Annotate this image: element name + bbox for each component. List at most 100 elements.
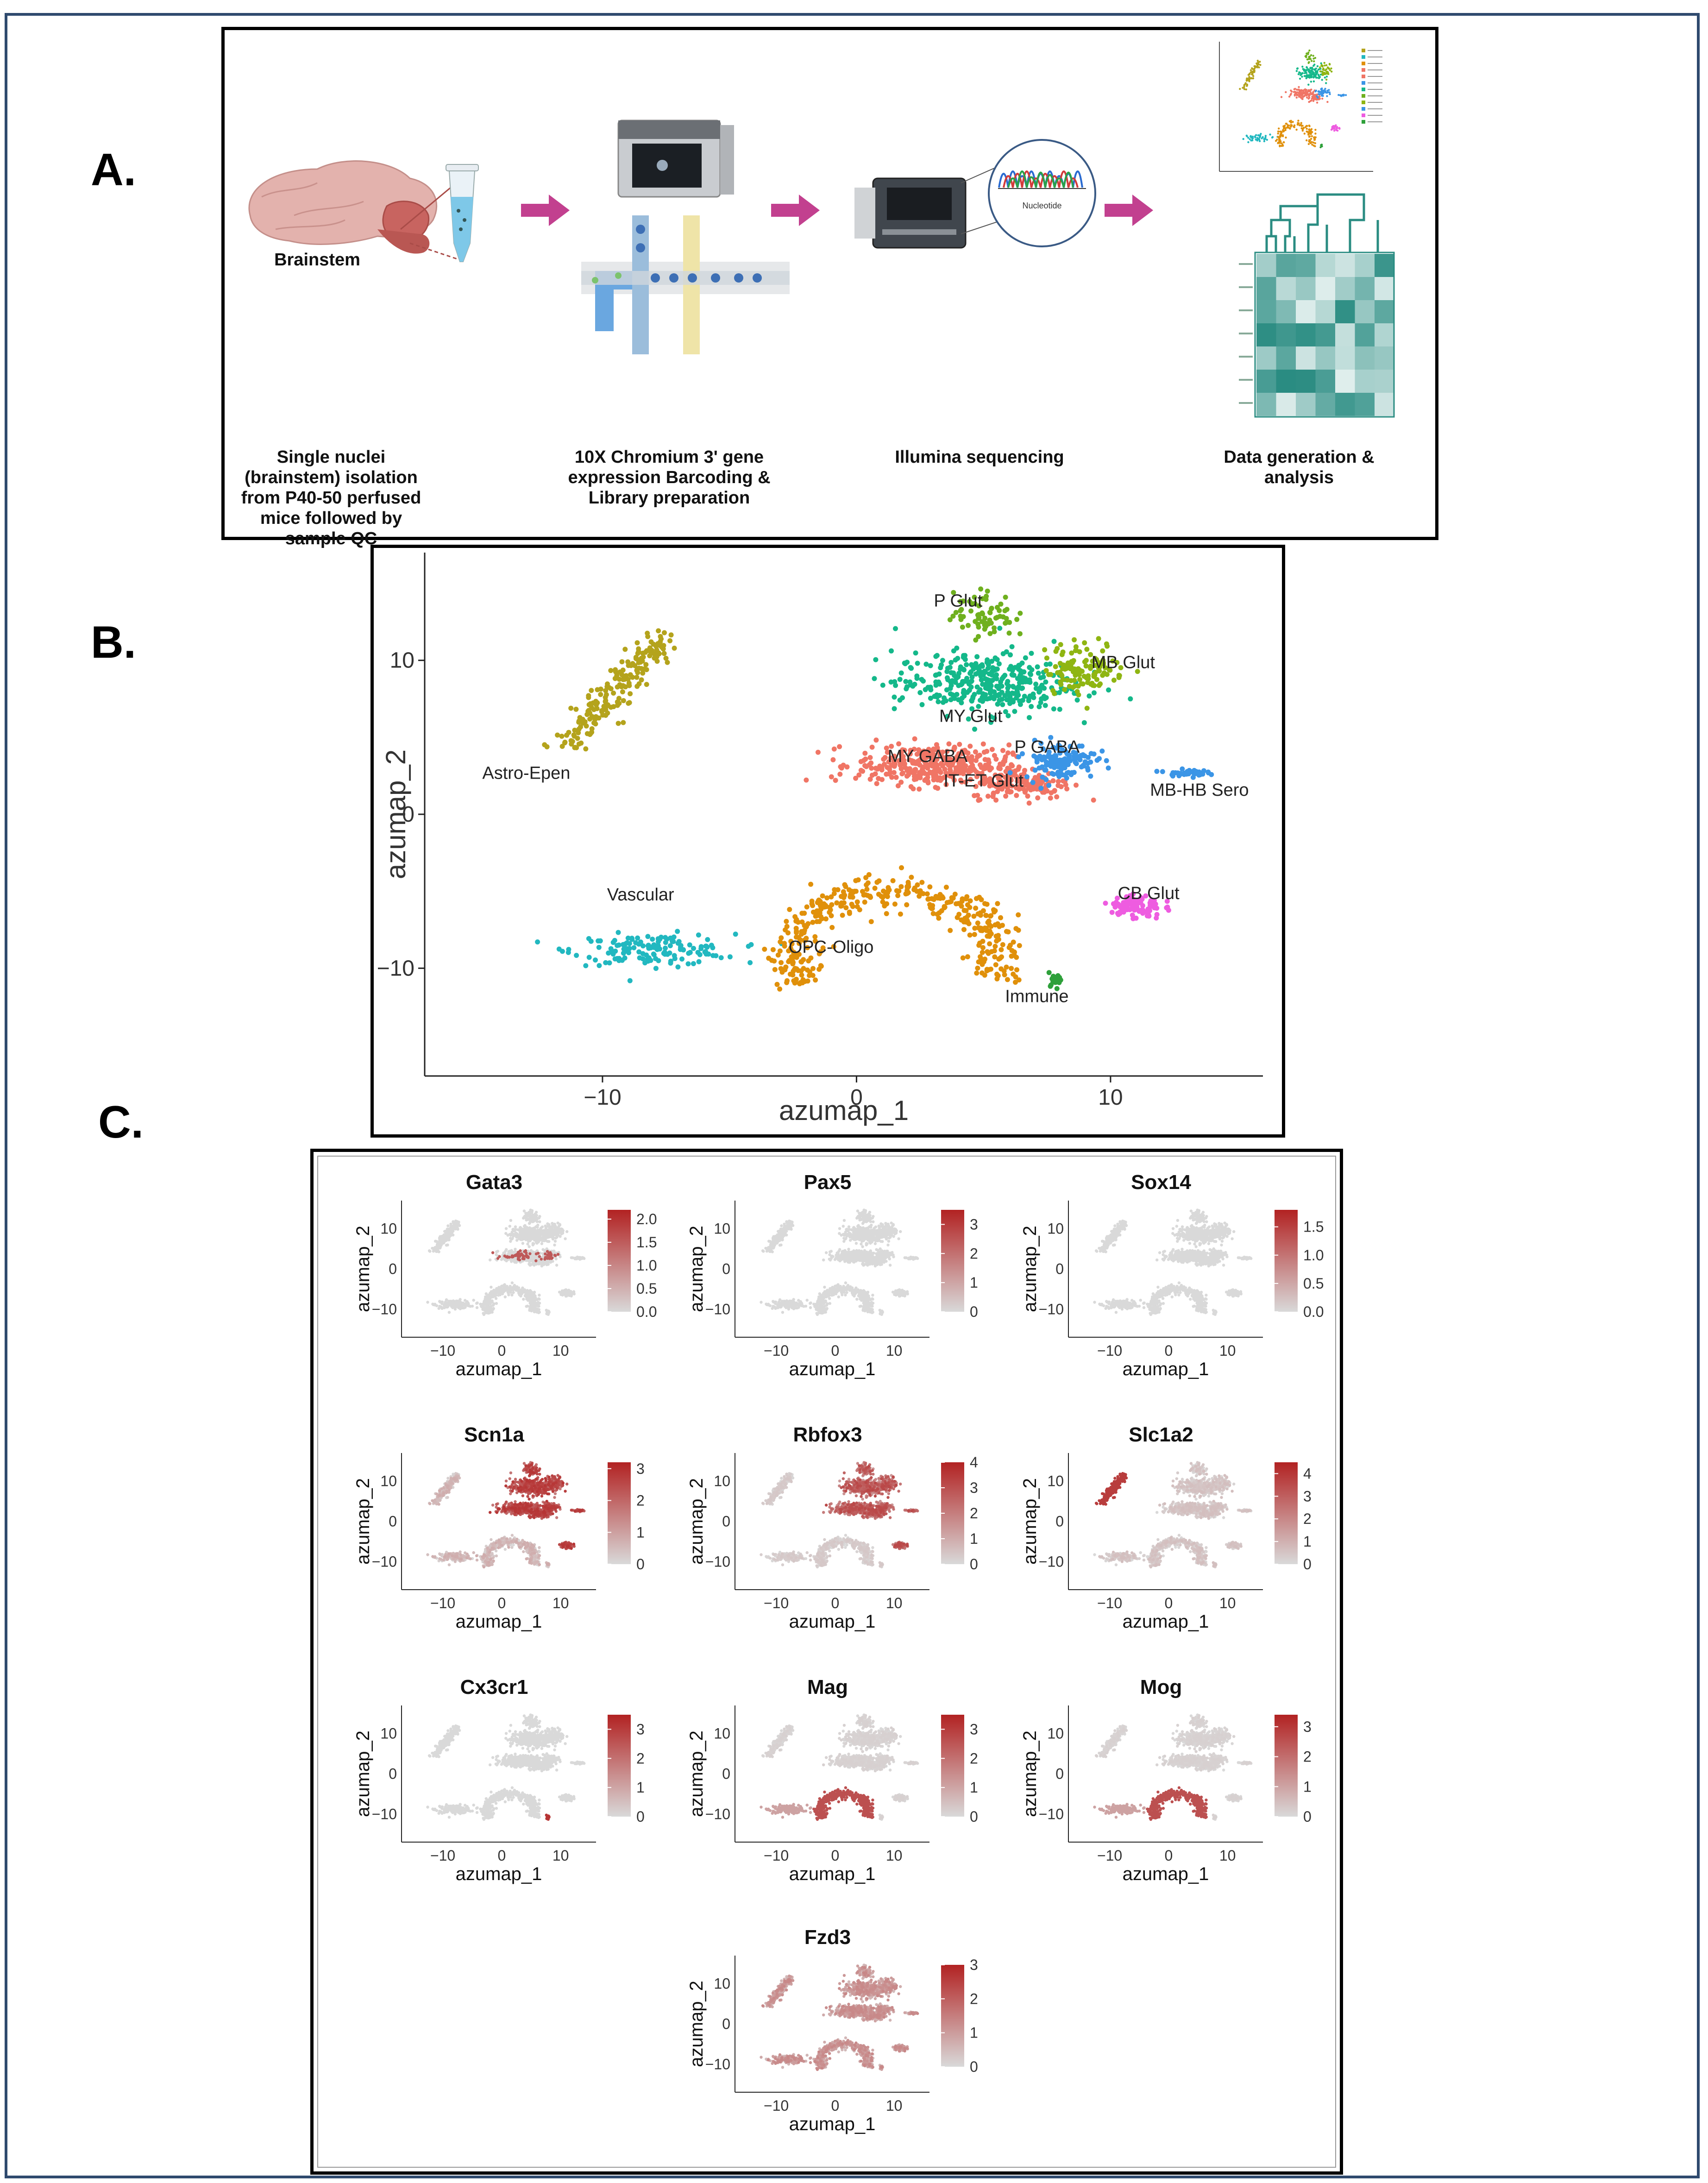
- feature-point: [533, 1296, 536, 1300]
- umap-point: [1004, 929, 1009, 934]
- umap-point: [559, 743, 565, 749]
- umap-point: [978, 954, 983, 960]
- mini-umap-point: [1295, 96, 1298, 99]
- umap-point: [1012, 950, 1017, 955]
- umap-point: [904, 686, 909, 692]
- panel-label-c: C.: [98, 1096, 144, 1148]
- umap-point: [603, 698, 609, 704]
- mini-legend-swatch: [1362, 88, 1365, 91]
- umap-point: [869, 766, 874, 771]
- umap-point: [964, 662, 969, 667]
- mini-umap-point: [1279, 142, 1281, 144]
- umap-point: [789, 941, 795, 947]
- feature-point: [489, 1258, 492, 1262]
- umap-point: [1005, 977, 1010, 982]
- mini-umap-point: [1301, 98, 1304, 100]
- umap-point: [1134, 905, 1140, 910]
- umap-point: [1042, 789, 1047, 795]
- heatmap-cell: [1375, 300, 1394, 323]
- umap-point: [603, 960, 609, 965]
- umap-point: [1012, 709, 1017, 714]
- umap-point: [929, 749, 935, 755]
- feature-point: [438, 1237, 441, 1240]
- umap-point: [1110, 658, 1116, 664]
- umap-point: [982, 616, 988, 621]
- umap-point: [967, 932, 973, 938]
- umap-point: [623, 673, 629, 679]
- umap-point: [939, 908, 944, 913]
- umap-point: [830, 757, 836, 762]
- umap-point: [647, 653, 653, 659]
- umap-point: [1013, 926, 1019, 931]
- feature-point: [526, 1233, 529, 1237]
- umap-point: [1082, 640, 1087, 646]
- umap-point: [695, 950, 701, 955]
- umap-point: [797, 937, 803, 943]
- umap-point: [772, 967, 778, 972]
- umap-point: [936, 699, 941, 705]
- umap-point: [965, 755, 970, 761]
- umap-point: [747, 960, 753, 965]
- cluster-label: MB-HB Sero: [1150, 780, 1249, 800]
- feature-point: [482, 1313, 486, 1316]
- umap-point: [892, 679, 898, 685]
- umap-point: [973, 749, 978, 755]
- feature-point: [546, 1229, 550, 1232]
- umap-point: [1100, 648, 1105, 654]
- mini-umap-point: [1290, 90, 1293, 93]
- feature-point: [471, 1304, 474, 1308]
- umap-point: [603, 712, 609, 718]
- x-tick-label: 10: [1098, 1085, 1123, 1110]
- umap-point: [614, 673, 620, 678]
- umap-point: [831, 944, 836, 950]
- umap-point: [668, 632, 674, 638]
- umap-point: [965, 954, 970, 960]
- umap-point: [675, 929, 680, 934]
- mini-umap-point: [1293, 91, 1295, 93]
- umap-point: [1057, 749, 1062, 755]
- mini-umap-point: [1306, 96, 1308, 99]
- umap-point: [952, 745, 957, 751]
- umap-point: [799, 972, 804, 978]
- umap-point: [1005, 787, 1011, 793]
- mini-umap-point: [1325, 78, 1328, 81]
- umap-point: [1081, 720, 1087, 725]
- feature-point: [459, 1302, 463, 1305]
- heatmap-cell: [1375, 323, 1394, 346]
- feature-point: [526, 1304, 529, 1308]
- umap-point: [843, 905, 849, 911]
- umap-point: [994, 938, 999, 944]
- umap-point: [980, 945, 986, 950]
- feature-point: [540, 1242, 544, 1246]
- mini-umap-point: [1339, 94, 1342, 96]
- feature-point: [515, 1239, 519, 1242]
- mini-umap-point: [1308, 75, 1310, 77]
- umap-point: [930, 911, 936, 916]
- umap-point: [867, 776, 873, 782]
- umap-point: [835, 887, 841, 893]
- umap-point: [687, 942, 692, 948]
- umap-point: [931, 777, 936, 783]
- umap-point: [1086, 676, 1091, 682]
- umap-point: [980, 741, 986, 747]
- mini-umap-point: [1251, 67, 1253, 69]
- umap-point: [1051, 772, 1056, 777]
- feature-point: [487, 1298, 490, 1302]
- umap-point: [542, 742, 547, 748]
- umap-point: [1085, 768, 1091, 773]
- mini-umap-point: [1320, 144, 1323, 146]
- umap-point: [913, 760, 919, 765]
- umap-point: [988, 913, 994, 918]
- mini-umap-point: [1325, 64, 1328, 66]
- umap-point: [968, 759, 974, 765]
- umap-point: [1007, 774, 1012, 779]
- umap-point: [1143, 893, 1149, 899]
- umap-point: [1094, 757, 1100, 763]
- mini-umap-point: [1321, 87, 1323, 90]
- umap-point: [668, 960, 673, 966]
- umap-point: [562, 739, 568, 745]
- umap-point: [829, 774, 834, 780]
- umap-point: [1105, 765, 1111, 771]
- umap-point: [804, 945, 810, 950]
- heatmap-cell: [1335, 393, 1355, 416]
